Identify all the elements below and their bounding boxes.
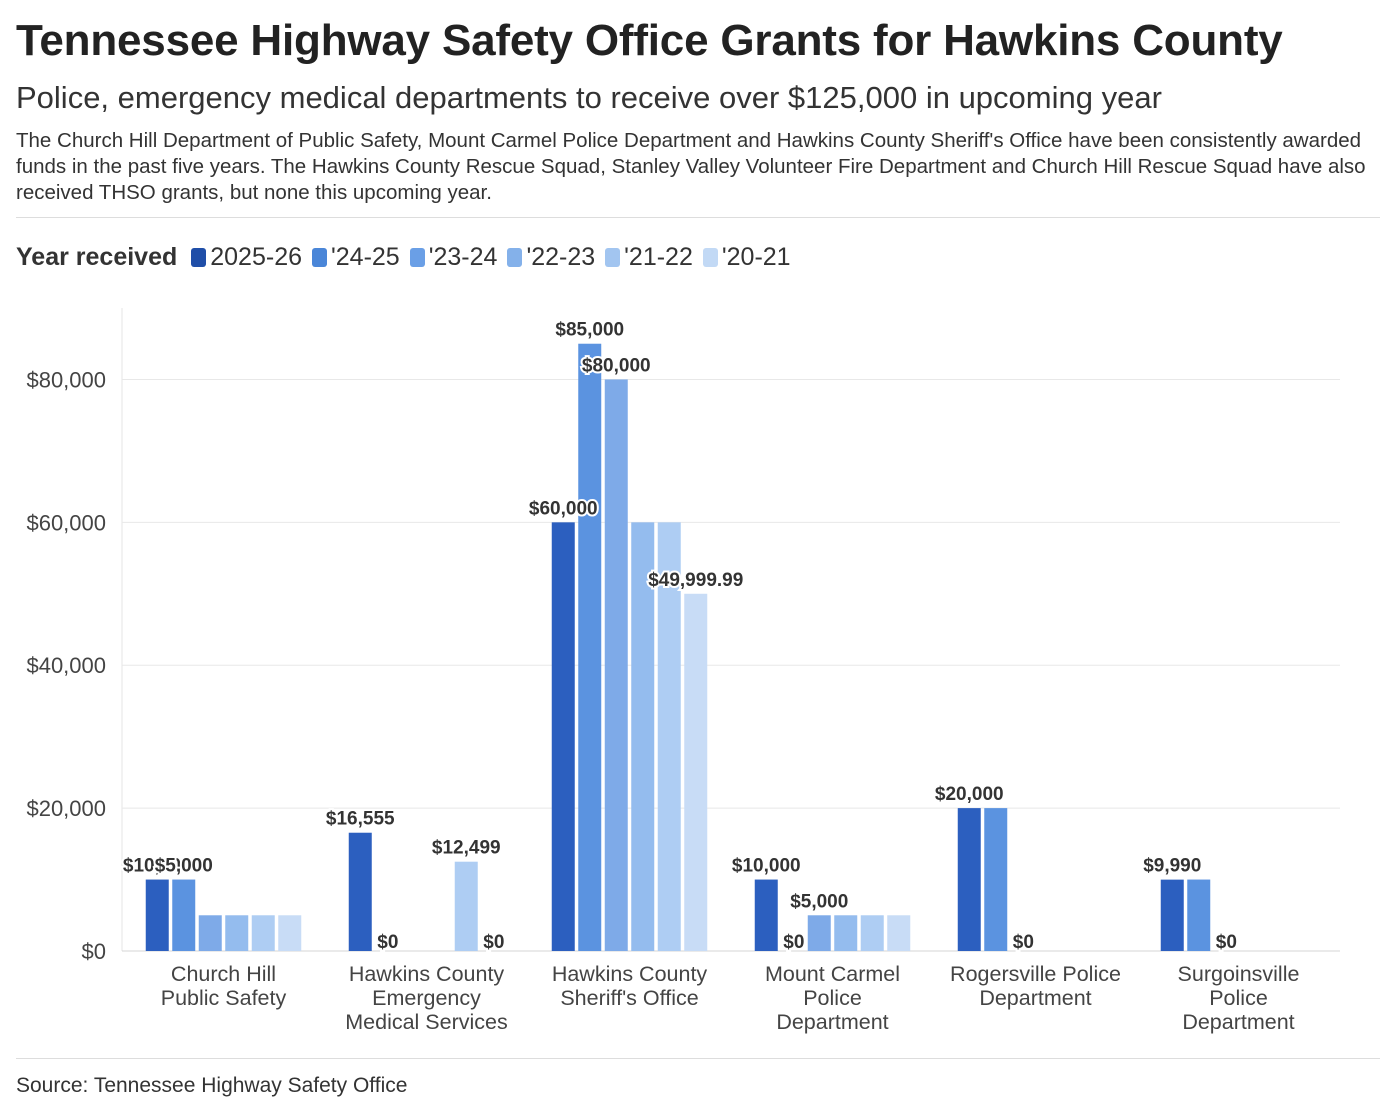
header-divider [16, 217, 1380, 218]
bar [684, 593, 708, 951]
x-category-label: Medical Services [345, 1010, 508, 1034]
bar [657, 522, 681, 951]
data-label: $0 [1013, 932, 1034, 953]
bar [454, 861, 478, 951]
legend-title: Year received [16, 243, 178, 271]
x-category-label: Police [803, 986, 862, 1010]
x-category-label: Police [1209, 986, 1268, 1010]
bar [551, 522, 575, 951]
data-label: $5,000 [155, 856, 213, 877]
legend-label: '20-21 [721, 243, 791, 271]
data-label: $49,999.99 [648, 570, 743, 591]
bar [604, 379, 628, 951]
legend-item-20-21: '20-21 [702, 243, 791, 272]
source-note: Source: Tennessee Highway Safety Office [16, 1074, 408, 1097]
bar [807, 915, 831, 951]
legend-item-2025-26: 2025-26 [191, 243, 302, 272]
y-tick-label: $80,000 [26, 367, 106, 392]
bar [251, 915, 275, 951]
data-label: $10,000 [732, 856, 801, 877]
chart-subtitle: Police, emergency medical departments to… [16, 80, 1162, 115]
bar [754, 879, 778, 951]
legend-item-24-25: '24-25 [312, 243, 400, 272]
x-category-label: Surgoinsville [1178, 962, 1300, 986]
legend-label: '21-22 [624, 243, 693, 271]
bar [834, 915, 858, 951]
bar [145, 879, 169, 951]
data-label: $9,990 [1143, 856, 1201, 877]
footer-divider [16, 1058, 1380, 1059]
bar [198, 915, 222, 951]
legend-label: '24-25 [331, 243, 400, 271]
bar [631, 522, 655, 951]
bar [887, 915, 911, 951]
x-category-label: Rogersville Police [950, 962, 1121, 986]
data-label: $10,000 [123, 856, 192, 877]
bar [172, 879, 196, 951]
bar [348, 832, 372, 951]
bar [1187, 879, 1211, 951]
legend-swatch [507, 248, 523, 267]
legend-swatch [409, 248, 425, 267]
data-label: $85,000 [555, 320, 624, 341]
data-label: $0 [377, 932, 398, 953]
legend-label: 2025-26 [210, 243, 302, 271]
y-tick-label: $20,000 [26, 796, 106, 821]
x-category-label: Public Safety [161, 986, 287, 1010]
bar [1160, 879, 1184, 951]
data-label: $0 [483, 932, 504, 953]
bar [860, 915, 884, 951]
legend-swatch [312, 248, 327, 267]
chart-title: Tennessee Highway Safety Office Grants f… [16, 16, 1283, 65]
bar [278, 915, 302, 951]
legend-label: '23-24 [428, 243, 498, 271]
data-label: $80,000 [582, 355, 651, 376]
legend-item-23-24: '23-24 [409, 243, 498, 272]
x-category-label: Mount Carmel [765, 962, 900, 986]
x-category-label: Hawkins County [552, 962, 708, 986]
legend-item-22-23: '22-23 [507, 243, 595, 272]
legend-item-21-22: '21-22 [605, 243, 693, 272]
x-category-label: Church Hill [171, 962, 276, 986]
data-label: $0 [783, 932, 804, 953]
data-label: $60,000 [529, 498, 598, 519]
y-tick-label: $0 [82, 939, 106, 964]
bar-chart: $0$20,000$40,000$60,000$80,000$10,000$5,… [26, 308, 1340, 1034]
legend-label: '22-23 [526, 243, 596, 271]
data-label: $5,000 [790, 891, 848, 912]
y-tick-label: $60,000 [26, 510, 106, 535]
x-category-label: Hawkins County [349, 962, 505, 986]
data-label: $12,499 [432, 838, 501, 859]
bar [957, 808, 981, 951]
chart-description: The Church Hill Department of Public Saf… [16, 129, 1366, 204]
x-category-label: Department [1182, 1010, 1294, 1034]
x-category-label: Department [776, 1010, 888, 1034]
legend-swatch [702, 248, 718, 267]
data-label: $20,000 [935, 784, 1004, 805]
legend-swatch [191, 248, 207, 267]
bar [578, 343, 602, 951]
y-tick-label: $40,000 [26, 653, 106, 678]
legend-swatch [605, 248, 621, 267]
bar [225, 915, 249, 951]
bar [984, 808, 1008, 951]
x-category-label: Sheriff's Office [560, 986, 698, 1010]
legend: Year received 2025-26 '24-25 '23-24 '22-… [16, 243, 801, 272]
data-label: $16,555 [326, 809, 395, 830]
x-category-label: Department [979, 986, 1091, 1010]
data-label: $0 [1216, 932, 1237, 953]
x-category-label: Emergency [372, 986, 481, 1010]
